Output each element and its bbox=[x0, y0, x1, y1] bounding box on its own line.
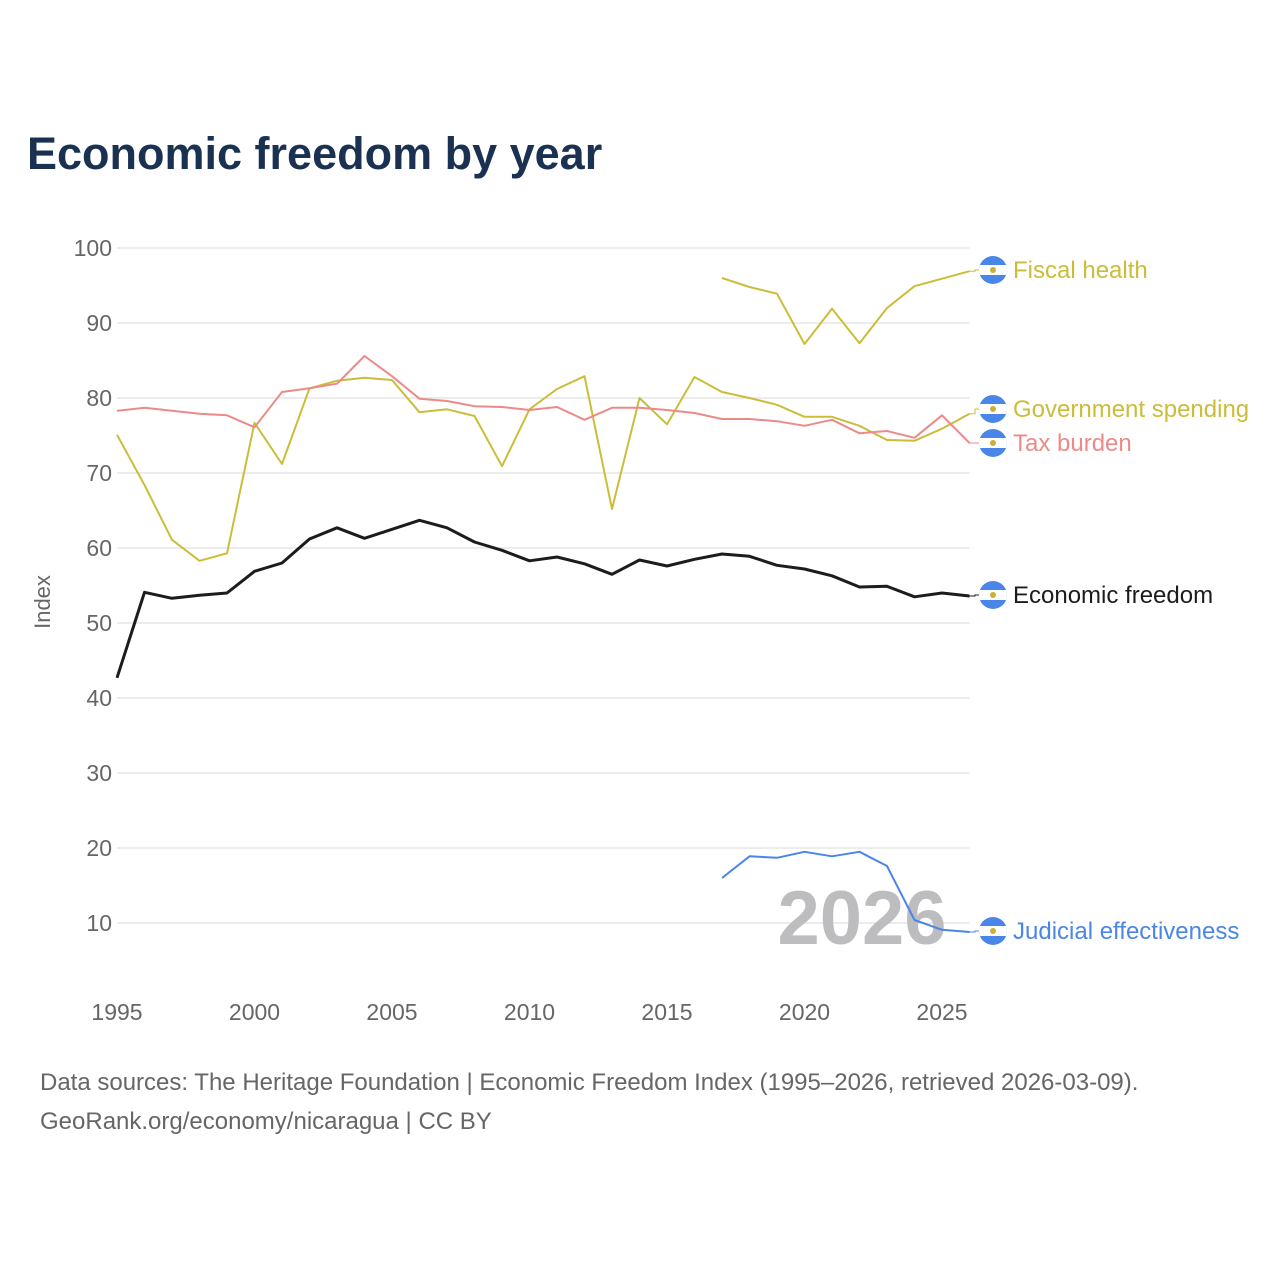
series-line-economic-freedom bbox=[115, 518, 970, 679]
y-tick-label: 100 bbox=[74, 235, 112, 261]
series-label: Economic freedom bbox=[1013, 582, 1213, 609]
series-label: Judicial effectiveness bbox=[1013, 918, 1239, 945]
y-tick-label: 60 bbox=[86, 535, 112, 561]
x-tick-label: 2025 bbox=[916, 999, 967, 1025]
series-lines bbox=[115, 270, 971, 933]
y-tick-label: 50 bbox=[86, 610, 112, 636]
y-tick-label: 10 bbox=[86, 910, 112, 936]
flag-icon bbox=[979, 395, 1007, 423]
footer-link[interactable]: GeoRank.org/economy/nicaragua | CC BY bbox=[40, 1108, 492, 1135]
series-labels: Fiscal health Government spending Tax burd… bbox=[969, 256, 1249, 945]
label-connector bbox=[969, 930, 982, 933]
y-axis: 10 20 30 40 50 60 70 80 90 100 bbox=[74, 235, 112, 936]
series-label: Government spending bbox=[1013, 396, 1249, 423]
y-tick-label: 30 bbox=[86, 760, 112, 786]
series-label: Tax burden bbox=[1013, 430, 1132, 457]
x-tick-label: 2010 bbox=[504, 999, 555, 1025]
y-tick-label: 70 bbox=[86, 460, 112, 486]
flag-icon bbox=[979, 917, 1007, 945]
label-connector bbox=[969, 408, 982, 415]
year-watermark: 2026 bbox=[777, 876, 946, 961]
x-tick-label: 2000 bbox=[229, 999, 280, 1025]
label-connector bbox=[969, 269, 982, 272]
x-tick-label: 2020 bbox=[779, 999, 830, 1025]
x-axis: 1995 2000 2005 2010 2015 2020 2025 bbox=[91, 999, 967, 1025]
x-tick-label: 1995 bbox=[91, 999, 142, 1025]
chart-title: Economic freedom by year bbox=[27, 128, 603, 179]
y-axis-label: Index bbox=[30, 575, 55, 629]
y-tick-label: 80 bbox=[86, 385, 112, 411]
x-tick-label: 2005 bbox=[366, 999, 417, 1025]
series-line-tax-burden bbox=[116, 355, 971, 444]
flag-icon bbox=[979, 429, 1007, 457]
label-connector bbox=[969, 594, 982, 597]
series-line-fiscal-health bbox=[721, 270, 970, 345]
y-tick-label: 40 bbox=[86, 685, 112, 711]
grid bbox=[117, 247, 970, 924]
flag-icon bbox=[979, 581, 1007, 609]
y-tick-label: 90 bbox=[86, 310, 112, 336]
footer-source: Data sources: The Heritage Foundation | … bbox=[40, 1069, 1139, 1096]
series-line-judicial-effectiveness bbox=[721, 850, 970, 933]
x-tick-label: 2015 bbox=[641, 999, 692, 1025]
y-tick-label: 20 bbox=[86, 835, 112, 861]
series-label: Fiscal health bbox=[1013, 257, 1148, 284]
flag-icon bbox=[979, 256, 1007, 284]
series-line-government-spending bbox=[116, 375, 970, 562]
